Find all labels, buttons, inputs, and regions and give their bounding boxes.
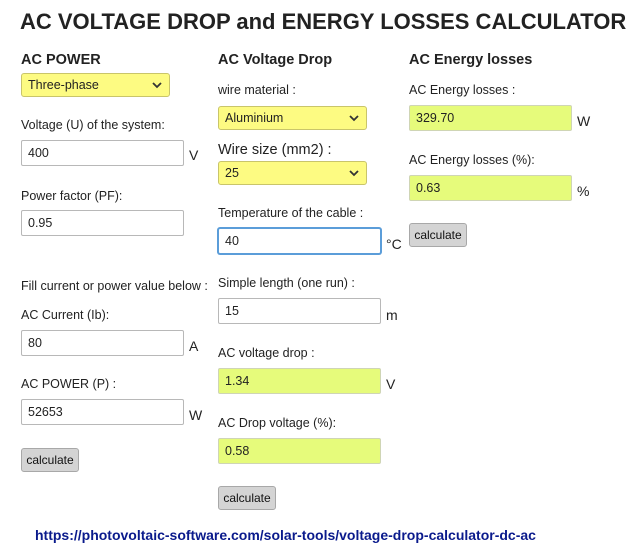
voltage-drop-output: 1.34 bbox=[218, 368, 381, 394]
length-label: Simple length (one run) : bbox=[218, 276, 355, 290]
current-label: AC Current (Ib): bbox=[21, 308, 110, 322]
wire-size-select[interactable]: 25 bbox=[218, 161, 367, 185]
calculate-losses-button[interactable]: calculate bbox=[409, 223, 467, 247]
length-unit: m bbox=[386, 307, 398, 323]
temperature-input[interactable]: 40 bbox=[218, 228, 381, 254]
drop-percent-label: AC Drop voltage (%): bbox=[218, 416, 337, 430]
energy-loss-percent-unit: % bbox=[577, 183, 590, 199]
page-title: AC VOLTAGE DROP and ENERGY LOSSES CALCUL… bbox=[20, 9, 627, 34]
wire-material-label: wire material : bbox=[218, 83, 296, 97]
fill-note: Fill current or power value below : bbox=[21, 279, 208, 293]
voltage-drop-label: AC voltage drop : bbox=[218, 346, 315, 360]
energy-loss-percent-output: 0.63 bbox=[409, 175, 572, 201]
chevron-down-icon bbox=[152, 82, 162, 89]
energy-loss-unit: W bbox=[577, 113, 591, 129]
wire-material-select-value: Aluminium bbox=[225, 111, 284, 125]
voltage-drop-unit: V bbox=[386, 376, 396, 392]
current-input[interactable]: 80 bbox=[21, 330, 184, 356]
temperature-label: Temperature of the cable : bbox=[218, 206, 364, 220]
power-label: AC POWER (P) : bbox=[21, 377, 117, 391]
power-input[interactable]: 52653 bbox=[21, 399, 184, 425]
voltage-unit: V bbox=[189, 147, 199, 163]
footer-url-link[interactable]: https://photovoltaic-software.com/solar-… bbox=[35, 527, 536, 543]
energy-loss-label: AC Energy losses : bbox=[409, 83, 516, 97]
chevron-down-icon bbox=[349, 170, 359, 177]
drop-percent-output: 0.58 bbox=[218, 438, 381, 464]
energy-loss-output: 329.70 bbox=[409, 105, 572, 131]
ac-power-heading: AC POWER bbox=[21, 52, 101, 68]
wire-material-select[interactable]: Aluminium bbox=[218, 106, 367, 130]
power-unit: W bbox=[189, 407, 203, 423]
current-unit: A bbox=[189, 338, 199, 354]
energy-loss-percent-label: AC Energy losses (%): bbox=[409, 153, 535, 167]
pf-label: Power factor (PF): bbox=[21, 189, 123, 203]
temperature-unit: °C bbox=[386, 236, 402, 252]
power-factor-input[interactable]: 0.95 bbox=[21, 210, 184, 236]
voltage-input[interactable]: 400 bbox=[21, 140, 184, 166]
wire-size-select-value: 25 bbox=[225, 166, 239, 180]
length-input[interactable]: 15 bbox=[218, 298, 381, 324]
energy-losses-heading: AC Energy losses bbox=[409, 52, 533, 68]
voltage-drop-heading: AC Voltage Drop bbox=[218, 52, 333, 68]
phase-select-value: Three-phase bbox=[28, 78, 99, 92]
calculate-drop-button[interactable]: calculate bbox=[218, 486, 276, 510]
chevron-down-icon bbox=[349, 115, 359, 122]
calculate-power-button[interactable]: calculate bbox=[21, 448, 79, 472]
wire-size-label: Wire size (mm2) : bbox=[218, 142, 332, 158]
voltage-label: Voltage (U) of the system: bbox=[21, 118, 165, 132]
phase-select[interactable]: Three-phase bbox=[21, 73, 170, 97]
